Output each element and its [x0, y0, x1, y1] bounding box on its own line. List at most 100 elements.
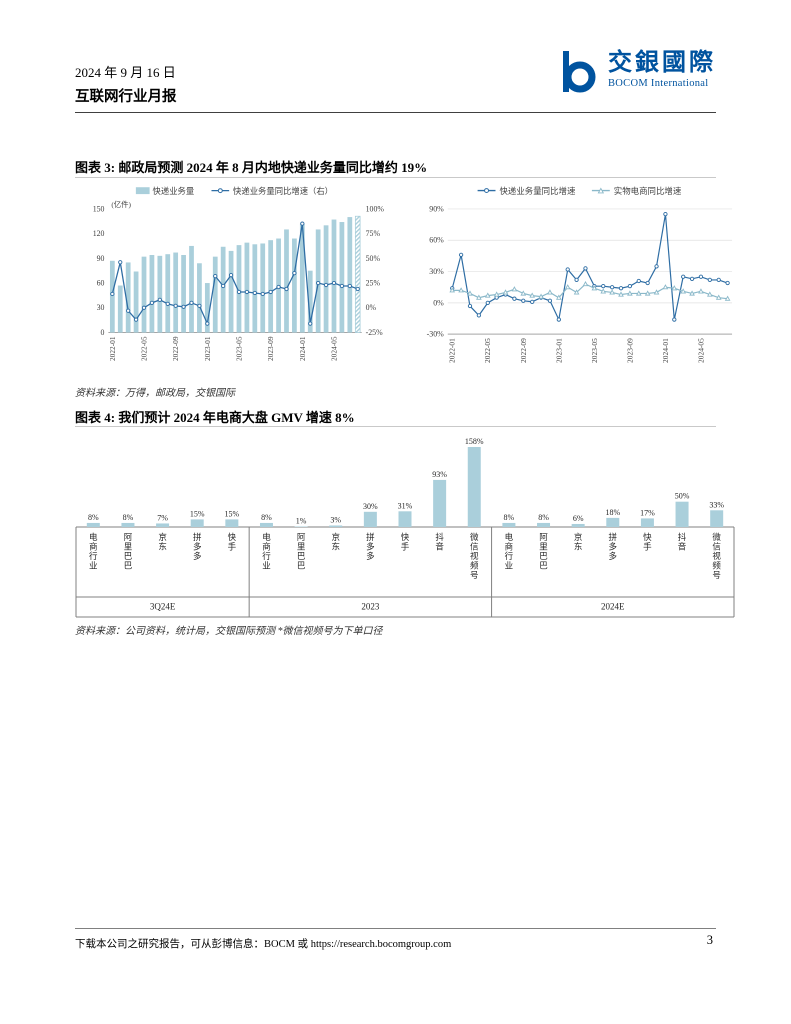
svg-text:多: 多	[609, 551, 618, 561]
figure3-right-chart: 快递业务量同比增速 实物电商同比增速 -30% 0% 30% 60% 90% 2022-01 2…	[427, 186, 733, 363]
header-divider	[75, 112, 716, 113]
bocom-logo-icon	[563, 51, 596, 93]
svg-text:2022-05: 2022-05	[483, 338, 492, 363]
svg-text:业: 业	[262, 561, 271, 571]
svg-text:30%: 30%	[363, 502, 378, 511]
svg-text:东: 东	[331, 542, 340, 552]
bars	[109, 215, 361, 333]
svg-text:巴: 巴	[297, 551, 306, 561]
svg-text:50%: 50%	[366, 254, 381, 263]
svg-text:17%: 17%	[640, 508, 655, 517]
svg-text:0: 0	[101, 328, 105, 337]
figure3-title: 图表 3: 邮政局预测 2024 年 8 月内地快递业务量同比增约 19%	[75, 160, 428, 175]
figure4-title: 图表 4: 我们预计 2024 年电商大盘 GMV 增速 8%	[75, 410, 355, 425]
svg-text:3Q24E: 3Q24E	[150, 602, 176, 612]
line-series	[449, 280, 731, 301]
svg-text:京: 京	[331, 532, 340, 542]
legend: 快递业务量 快递业务量同比增速（右）	[135, 186, 333, 196]
figure3-divider	[75, 177, 716, 178]
figure4-source: 资料来源：公司资料，统计局，交银国际预测 *微信视频号为下单口径	[75, 626, 383, 637]
svg-text:视: 视	[470, 551, 479, 561]
svg-text:阿: 阿	[124, 532, 133, 542]
footer-divider	[75, 928, 716, 929]
svg-text:号: 号	[470, 570, 479, 580]
svg-text:电: 电	[262, 532, 271, 542]
svg-text:手: 手	[401, 542, 410, 552]
svg-text:行: 行	[89, 551, 98, 561]
logo-text-block: 交銀國際 BOCOM International	[608, 50, 716, 89]
svg-text:拼: 拼	[366, 532, 375, 542]
svg-text:158%: 158%	[465, 437, 484, 446]
svg-text:巴: 巴	[124, 561, 133, 571]
svg-text:33%: 33%	[709, 500, 724, 509]
svg-text:2023-01: 2023-01	[554, 338, 563, 363]
svg-text:-30%: -30%	[427, 330, 445, 339]
svg-text:2022-09: 2022-09	[519, 338, 528, 363]
svg-text:8%: 8%	[538, 513, 549, 522]
svg-text:京: 京	[574, 532, 583, 542]
svg-text:2022-01: 2022-01	[448, 338, 457, 363]
svg-text:手: 手	[643, 542, 652, 552]
footer-text: 下载本公司之研究报告，可从彭博信息：BOCM 或	[75, 939, 311, 950]
svg-text:-25%: -25%	[366, 328, 383, 337]
svg-text:抖: 抖	[435, 532, 444, 542]
svg-text:多: 多	[366, 542, 375, 552]
svg-text:号: 号	[712, 570, 721, 580]
svg-text:0%: 0%	[366, 303, 377, 312]
svg-text:商: 商	[89, 542, 98, 552]
svg-text:商: 商	[262, 542, 271, 552]
svg-text:6%: 6%	[573, 514, 584, 523]
svg-text:2022-09: 2022-09	[171, 336, 180, 361]
svg-text:2023-09: 2023-09	[266, 336, 275, 361]
svg-text:90%: 90%	[429, 204, 444, 213]
figure4-divider	[75, 426, 716, 427]
svg-text:频: 频	[470, 561, 479, 571]
svg-text:信: 信	[470, 542, 479, 552]
svg-text:视: 视	[712, 551, 721, 561]
svg-text:多: 多	[193, 542, 202, 552]
svg-text:8%: 8%	[123, 513, 134, 522]
svg-text:2024-01: 2024-01	[661, 338, 670, 363]
svg-text:巴: 巴	[539, 551, 548, 561]
footer: 下载本公司之研究报告，可从彭博信息：BOCM 或 https://researc…	[75, 936, 451, 951]
svg-text:2023-09: 2023-09	[625, 338, 634, 363]
svg-text:里: 里	[297, 542, 306, 552]
svg-text:商: 商	[505, 542, 514, 552]
svg-text:75%: 75%	[366, 229, 381, 238]
svg-text:120: 120	[93, 229, 105, 238]
svg-text:实物电商同比增速: 实物电商同比增速	[614, 186, 682, 196]
svg-text:抖: 抖	[678, 532, 687, 542]
logo: 交銀國際 BOCOM International	[556, 50, 716, 94]
svg-text:2022-05: 2022-05	[139, 336, 148, 361]
svg-text:京: 京	[158, 532, 167, 542]
line-series	[110, 221, 360, 326]
svg-text:31%: 31%	[398, 501, 413, 510]
svg-text:频: 频	[712, 561, 721, 571]
figure3-source: 资料来源：万得，邮政局，交银国际	[75, 388, 235, 399]
svg-text:2022-01: 2022-01	[108, 336, 117, 361]
svg-text:拼: 拼	[193, 532, 202, 542]
svg-text:2023-05: 2023-05	[590, 338, 599, 363]
line-series	[450, 212, 730, 322]
svg-text:阿: 阿	[297, 532, 306, 542]
report-title: 互联网行业月报	[75, 89, 177, 105]
svg-text:里: 里	[539, 542, 548, 552]
svg-text:18%: 18%	[605, 508, 620, 517]
svg-text:2024-05: 2024-05	[696, 338, 705, 363]
svg-text:电: 电	[89, 532, 98, 542]
svg-text:2023: 2023	[361, 602, 380, 612]
svg-text:8%: 8%	[504, 513, 515, 522]
svg-text:2023-05: 2023-05	[234, 336, 243, 361]
svg-text:90: 90	[97, 254, 105, 263]
svg-text:100%: 100%	[366, 204, 385, 213]
svg-text:巴: 巴	[539, 561, 548, 571]
svg-text:8%: 8%	[261, 513, 272, 522]
footer-link[interactable]: https://research.bocomgroup.com	[310, 939, 452, 950]
svg-text:快: 快	[228, 532, 237, 542]
svg-text:音: 音	[435, 542, 444, 552]
svg-text:行: 行	[505, 551, 514, 561]
svg-text:2024-01: 2024-01	[298, 336, 307, 361]
svg-text:巴: 巴	[297, 561, 306, 571]
svg-text:微: 微	[470, 532, 479, 542]
